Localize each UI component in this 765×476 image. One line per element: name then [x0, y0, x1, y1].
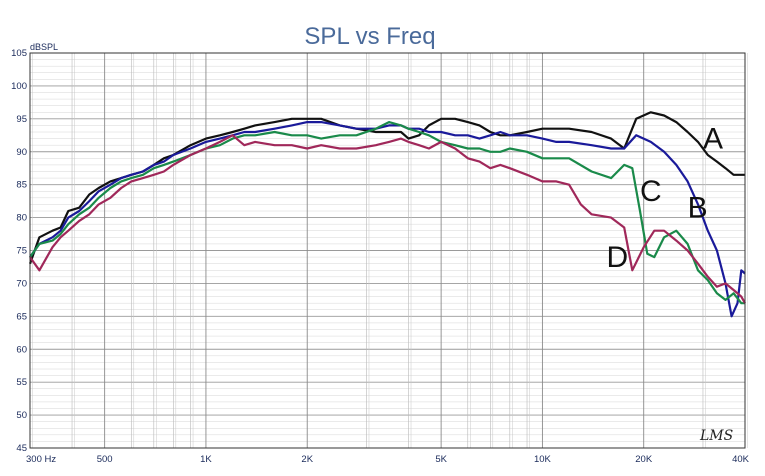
- series-line-d: [29, 134, 746, 304]
- x-tick-label: 1K: [200, 454, 212, 465]
- y-tick-label: 65: [16, 311, 27, 322]
- x-tick-label: 40K: [732, 454, 750, 465]
- series-line-b: [29, 120, 746, 318]
- y-tick-label: 105: [11, 48, 27, 59]
- y-tick-label: 45: [16, 443, 27, 454]
- series-label-c: C: [640, 175, 662, 208]
- y-tick-labels: 45 50 55 60 65 70 75 80 85 90 95 100 105: [11, 48, 27, 454]
- y-tick-label: 70: [16, 278, 27, 289]
- y-tick-label: 95: [16, 114, 27, 125]
- plot-grid: [29, 52, 748, 449]
- x-tick-label: 300 Hz: [26, 454, 56, 465]
- series-line-c: [29, 120, 745, 305]
- x-tick-label: 500: [97, 454, 113, 465]
- x-tick-labels: 300 Hz 500 1K 2K 5K 10K 20K 40K: [26, 454, 750, 465]
- y-tick-label: 60: [16, 344, 27, 355]
- y-tick-label: 80: [16, 213, 27, 224]
- y-tick-label: 55: [16, 377, 27, 388]
- series-label-d: D: [606, 241, 628, 274]
- series-label-a: A: [703, 122, 723, 155]
- x-tick-label: 10K: [534, 454, 552, 465]
- x-tick-label: 5K: [435, 454, 447, 465]
- series-label-b: B: [688, 192, 708, 225]
- x-tick-label: 2K: [301, 454, 313, 465]
- y-tick-label: 75: [16, 246, 27, 257]
- y-tick-label: 50: [16, 410, 27, 421]
- x-tick-label: 20K: [635, 454, 653, 465]
- series-lines: [28, 111, 746, 318]
- series-labels: A BCD: [606, 122, 723, 274]
- plot-frame: [29, 52, 746, 449]
- y-axis-label: dBSPL: [30, 42, 58, 52]
- y-tick-label: 85: [16, 180, 27, 191]
- chart-title: SPL vs Freq: [304, 23, 435, 50]
- y-tick-label: 90: [16, 147, 27, 158]
- lms-logo: LMS: [699, 428, 733, 444]
- y-tick-label: 100: [11, 81, 27, 92]
